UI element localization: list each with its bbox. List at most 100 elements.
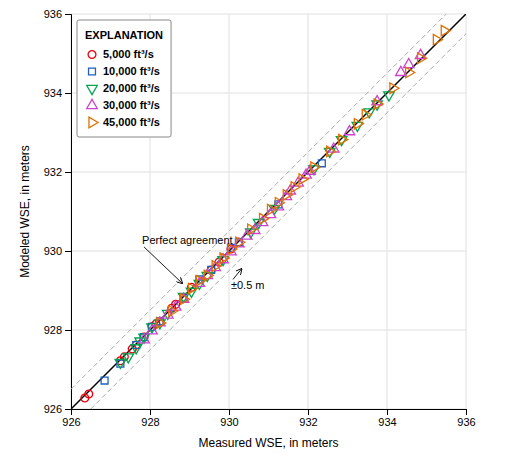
y-tick-mark bbox=[65, 409, 71, 410]
legend-symbol bbox=[89, 117, 98, 128]
point bbox=[311, 162, 320, 173]
y-tick: 932 bbox=[44, 166, 71, 178]
grid-line-y bbox=[71, 172, 466, 173]
legend-label: 45,000 ft³/s bbox=[103, 116, 160, 128]
legend-label: 20,000 ft³/s bbox=[103, 82, 160, 94]
point bbox=[441, 25, 450, 36]
annotation-arrow bbox=[144, 247, 182, 283]
y-tick-mark bbox=[65, 93, 71, 94]
x-tick-label: 930 bbox=[220, 416, 238, 428]
annotations: Perfect agreement ±0.5 m bbox=[142, 234, 264, 291]
y-tick: 930 bbox=[44, 245, 71, 257]
x-tick-mark bbox=[150, 409, 151, 415]
band-line bbox=[71, 14, 446, 389]
x-axis-label: Measured WSE, in meters bbox=[198, 436, 338, 450]
x-tick-mark bbox=[308, 409, 309, 415]
legend-label: 5,000 ft³/s bbox=[103, 48, 154, 60]
point bbox=[181, 294, 190, 305]
data-area bbox=[71, 14, 466, 409]
x-tick-mark bbox=[387, 409, 388, 415]
chart: 926 928 930 932 934 936 926 928 930 932 934 936 Meas… bbox=[0, 0, 520, 459]
x-tick: 926 bbox=[62, 409, 80, 428]
legend-symbol bbox=[87, 99, 98, 108]
x-tick-label: 926 bbox=[62, 416, 80, 428]
x-tick: 932 bbox=[299, 409, 317, 428]
legend-title: EXPLANATION bbox=[85, 29, 163, 41]
x-tick-mark bbox=[466, 409, 467, 415]
y-axis-line bbox=[65, 15, 72, 410]
x-axis: 926 928 930 932 934 936 bbox=[62, 409, 475, 428]
y-tick: 926 bbox=[44, 403, 71, 415]
legend-label: 30,000 ft³/s bbox=[103, 99, 160, 111]
point bbox=[339, 134, 348, 145]
y-tick-label: 930 bbox=[44, 245, 62, 257]
series bbox=[139, 49, 426, 343]
x-tick: 928 bbox=[141, 409, 159, 428]
legend-symbol bbox=[88, 51, 96, 59]
y-axis-label: Modeled WSE, in meters bbox=[18, 145, 32, 278]
annotation: ±0.5 m bbox=[231, 279, 265, 291]
reference-line bbox=[71, 14, 466, 409]
point bbox=[362, 109, 371, 120]
y-axis: 926 928 930 932 934 936 bbox=[44, 8, 72, 415]
y-tick: 934 bbox=[44, 87, 71, 99]
legend-label: 10,000 ft³/s bbox=[103, 65, 160, 77]
grid-line-x bbox=[466, 14, 467, 409]
plot: 926 928 930 932 934 936 926 928 930 932 934 936 Meas… bbox=[18, 8, 476, 450]
grid-line-y bbox=[71, 14, 466, 15]
point bbox=[169, 306, 178, 317]
series bbox=[157, 25, 451, 328]
x-axis-line bbox=[72, 410, 467, 416]
point bbox=[115, 359, 126, 368]
legend-symbol bbox=[89, 68, 96, 75]
y-tick-label: 932 bbox=[44, 166, 62, 178]
x-tick: 934 bbox=[378, 409, 396, 428]
y-tick-label: 928 bbox=[44, 324, 62, 336]
y-tick-mark bbox=[65, 14, 71, 15]
legend: EXPLANATION 5,000 ft³/s 10,000 ft³/s 20,000… bbox=[77, 20, 171, 137]
x-tick-label: 936 bbox=[457, 416, 475, 428]
point bbox=[406, 67, 415, 78]
x-tick-label: 934 bbox=[378, 416, 396, 428]
grid-line-x bbox=[308, 14, 309, 409]
grid-line-x bbox=[229, 14, 230, 409]
grid bbox=[71, 14, 466, 409]
point bbox=[281, 190, 292, 199]
series bbox=[101, 160, 325, 384]
point bbox=[344, 126, 355, 135]
band-line bbox=[91, 34, 466, 409]
grid-line-y bbox=[71, 251, 466, 252]
x-tick: 930 bbox=[220, 409, 238, 428]
x-tick-mark bbox=[229, 409, 230, 415]
point bbox=[374, 99, 383, 110]
grid-line-x bbox=[387, 14, 388, 409]
annotation: Perfect agreement bbox=[142, 234, 233, 246]
point bbox=[248, 224, 257, 235]
point bbox=[101, 377, 108, 384]
point bbox=[123, 354, 134, 363]
point bbox=[139, 334, 150, 343]
y-tick-label: 936 bbox=[44, 8, 62, 20]
annotation-arrow bbox=[233, 269, 242, 280]
point bbox=[85, 390, 93, 398]
legend-symbol bbox=[87, 85, 98, 94]
point bbox=[299, 174, 308, 185]
y-tick-mark bbox=[65, 172, 71, 173]
point bbox=[157, 318, 166, 329]
point bbox=[327, 146, 336, 157]
y-tick-mark bbox=[65, 251, 71, 252]
legend-box bbox=[77, 20, 171, 137]
y-tick-mark bbox=[65, 330, 71, 331]
point bbox=[305, 165, 316, 174]
point bbox=[390, 83, 399, 94]
y-tick-label: 934 bbox=[44, 87, 62, 99]
x-tick-label: 928 bbox=[141, 416, 159, 428]
y-tick: 936 bbox=[44, 8, 71, 20]
point bbox=[418, 53, 427, 64]
y-tick-label: 926 bbox=[44, 403, 62, 415]
point bbox=[384, 92, 395, 101]
y-tick: 928 bbox=[44, 324, 71, 336]
point bbox=[139, 334, 150, 343]
series bbox=[81, 245, 235, 402]
x-tick: 936 bbox=[457, 409, 475, 428]
